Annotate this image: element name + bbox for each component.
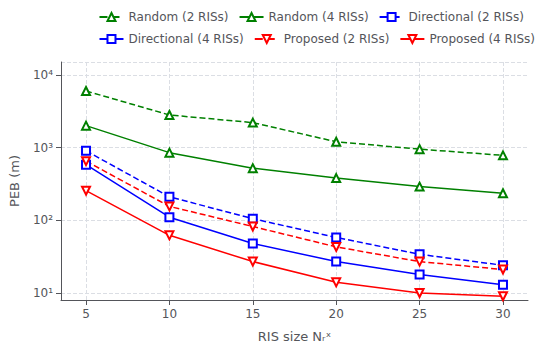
- svg-text:Proposed (4 RISs): Proposed (4 RISs): [429, 32, 535, 46]
- svg-text:Proposed (2 RISs): Proposed (2 RISs): [284, 32, 390, 46]
- svg-text:Random (2 RISs): Random (2 RISs): [128, 10, 228, 24]
- svg-text:10¹: 10¹: [33, 286, 53, 300]
- svg-text:10⁴: 10⁴: [33, 68, 53, 82]
- svg-text:Random (4 RISs): Random (4 RISs): [269, 10, 369, 24]
- svg-text:10³: 10³: [33, 141, 53, 155]
- svg-text:25: 25: [412, 307, 427, 321]
- svg-text:RIS size Nᵣˣ: RIS size Nᵣˣ: [258, 329, 332, 344]
- svg-text:20: 20: [329, 307, 344, 321]
- svg-text:Directional (4 RISs): Directional (4 RISs): [128, 32, 243, 46]
- svg-text:15: 15: [245, 307, 260, 321]
- svg-text:10²: 10²: [33, 213, 53, 227]
- svg-text:10: 10: [162, 307, 177, 321]
- svg-text:PEB (m): PEB (m): [7, 155, 22, 207]
- svg-text:30: 30: [495, 307, 510, 321]
- svg-text:5: 5: [82, 307, 90, 321]
- svg-text:Directional (2 RISs): Directional (2 RISs): [409, 10, 524, 24]
